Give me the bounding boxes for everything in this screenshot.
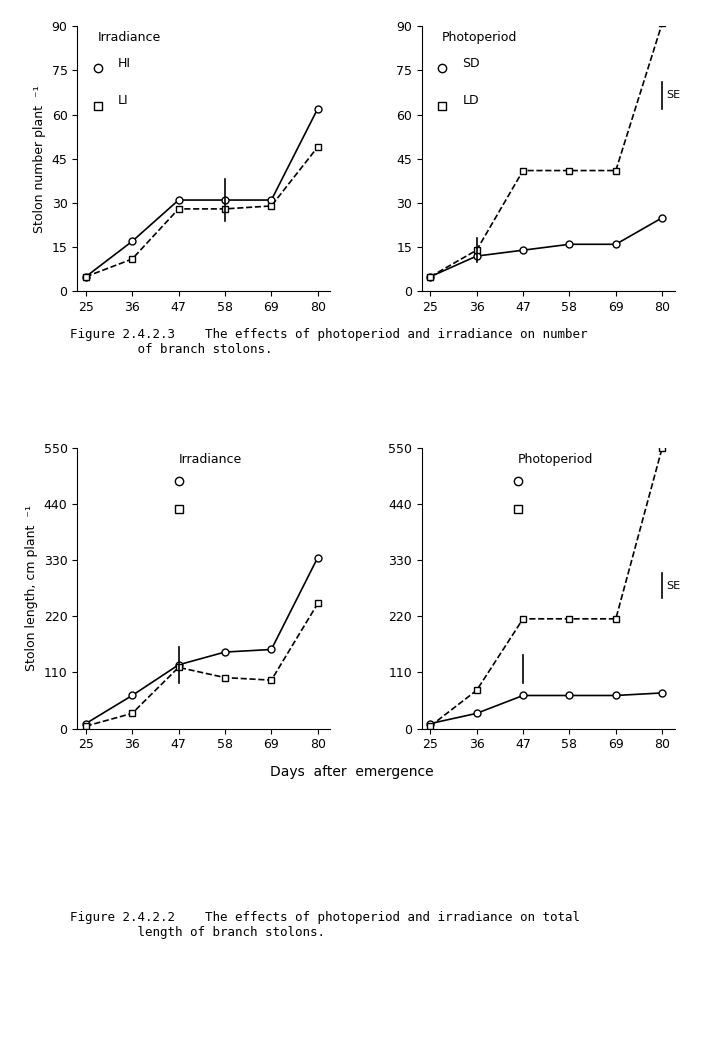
Text: Photoperiod: Photoperiod: [442, 31, 517, 45]
Y-axis label: Stolon length, cm plant  ⁻¹: Stolon length, cm plant ⁻¹: [25, 505, 38, 671]
Text: Irradiance: Irradiance: [98, 31, 161, 45]
Y-axis label: Stolon number plant  ⁻¹: Stolon number plant ⁻¹: [33, 85, 46, 232]
Text: LI: LI: [118, 94, 129, 107]
Text: Days  after  emergence: Days after emergence: [270, 765, 433, 779]
Text: HI: HI: [118, 56, 131, 70]
Text: LD: LD: [463, 94, 479, 107]
Text: Figure 2.4.2.2    The effects of photoperiod and irradiance on total
         le: Figure 2.4.2.2 The effects of photoperio…: [70, 911, 580, 939]
Text: Figure 2.4.2.3    The effects of photoperiod and irradiance on number
         o: Figure 2.4.2.3 The effects of photoperio…: [70, 328, 588, 356]
Text: SE: SE: [666, 91, 681, 100]
Text: Irradiance: Irradiance: [179, 453, 242, 466]
Text: SE: SE: [666, 581, 681, 590]
Text: SD: SD: [463, 56, 480, 70]
Text: Photoperiod: Photoperiod: [518, 453, 593, 466]
